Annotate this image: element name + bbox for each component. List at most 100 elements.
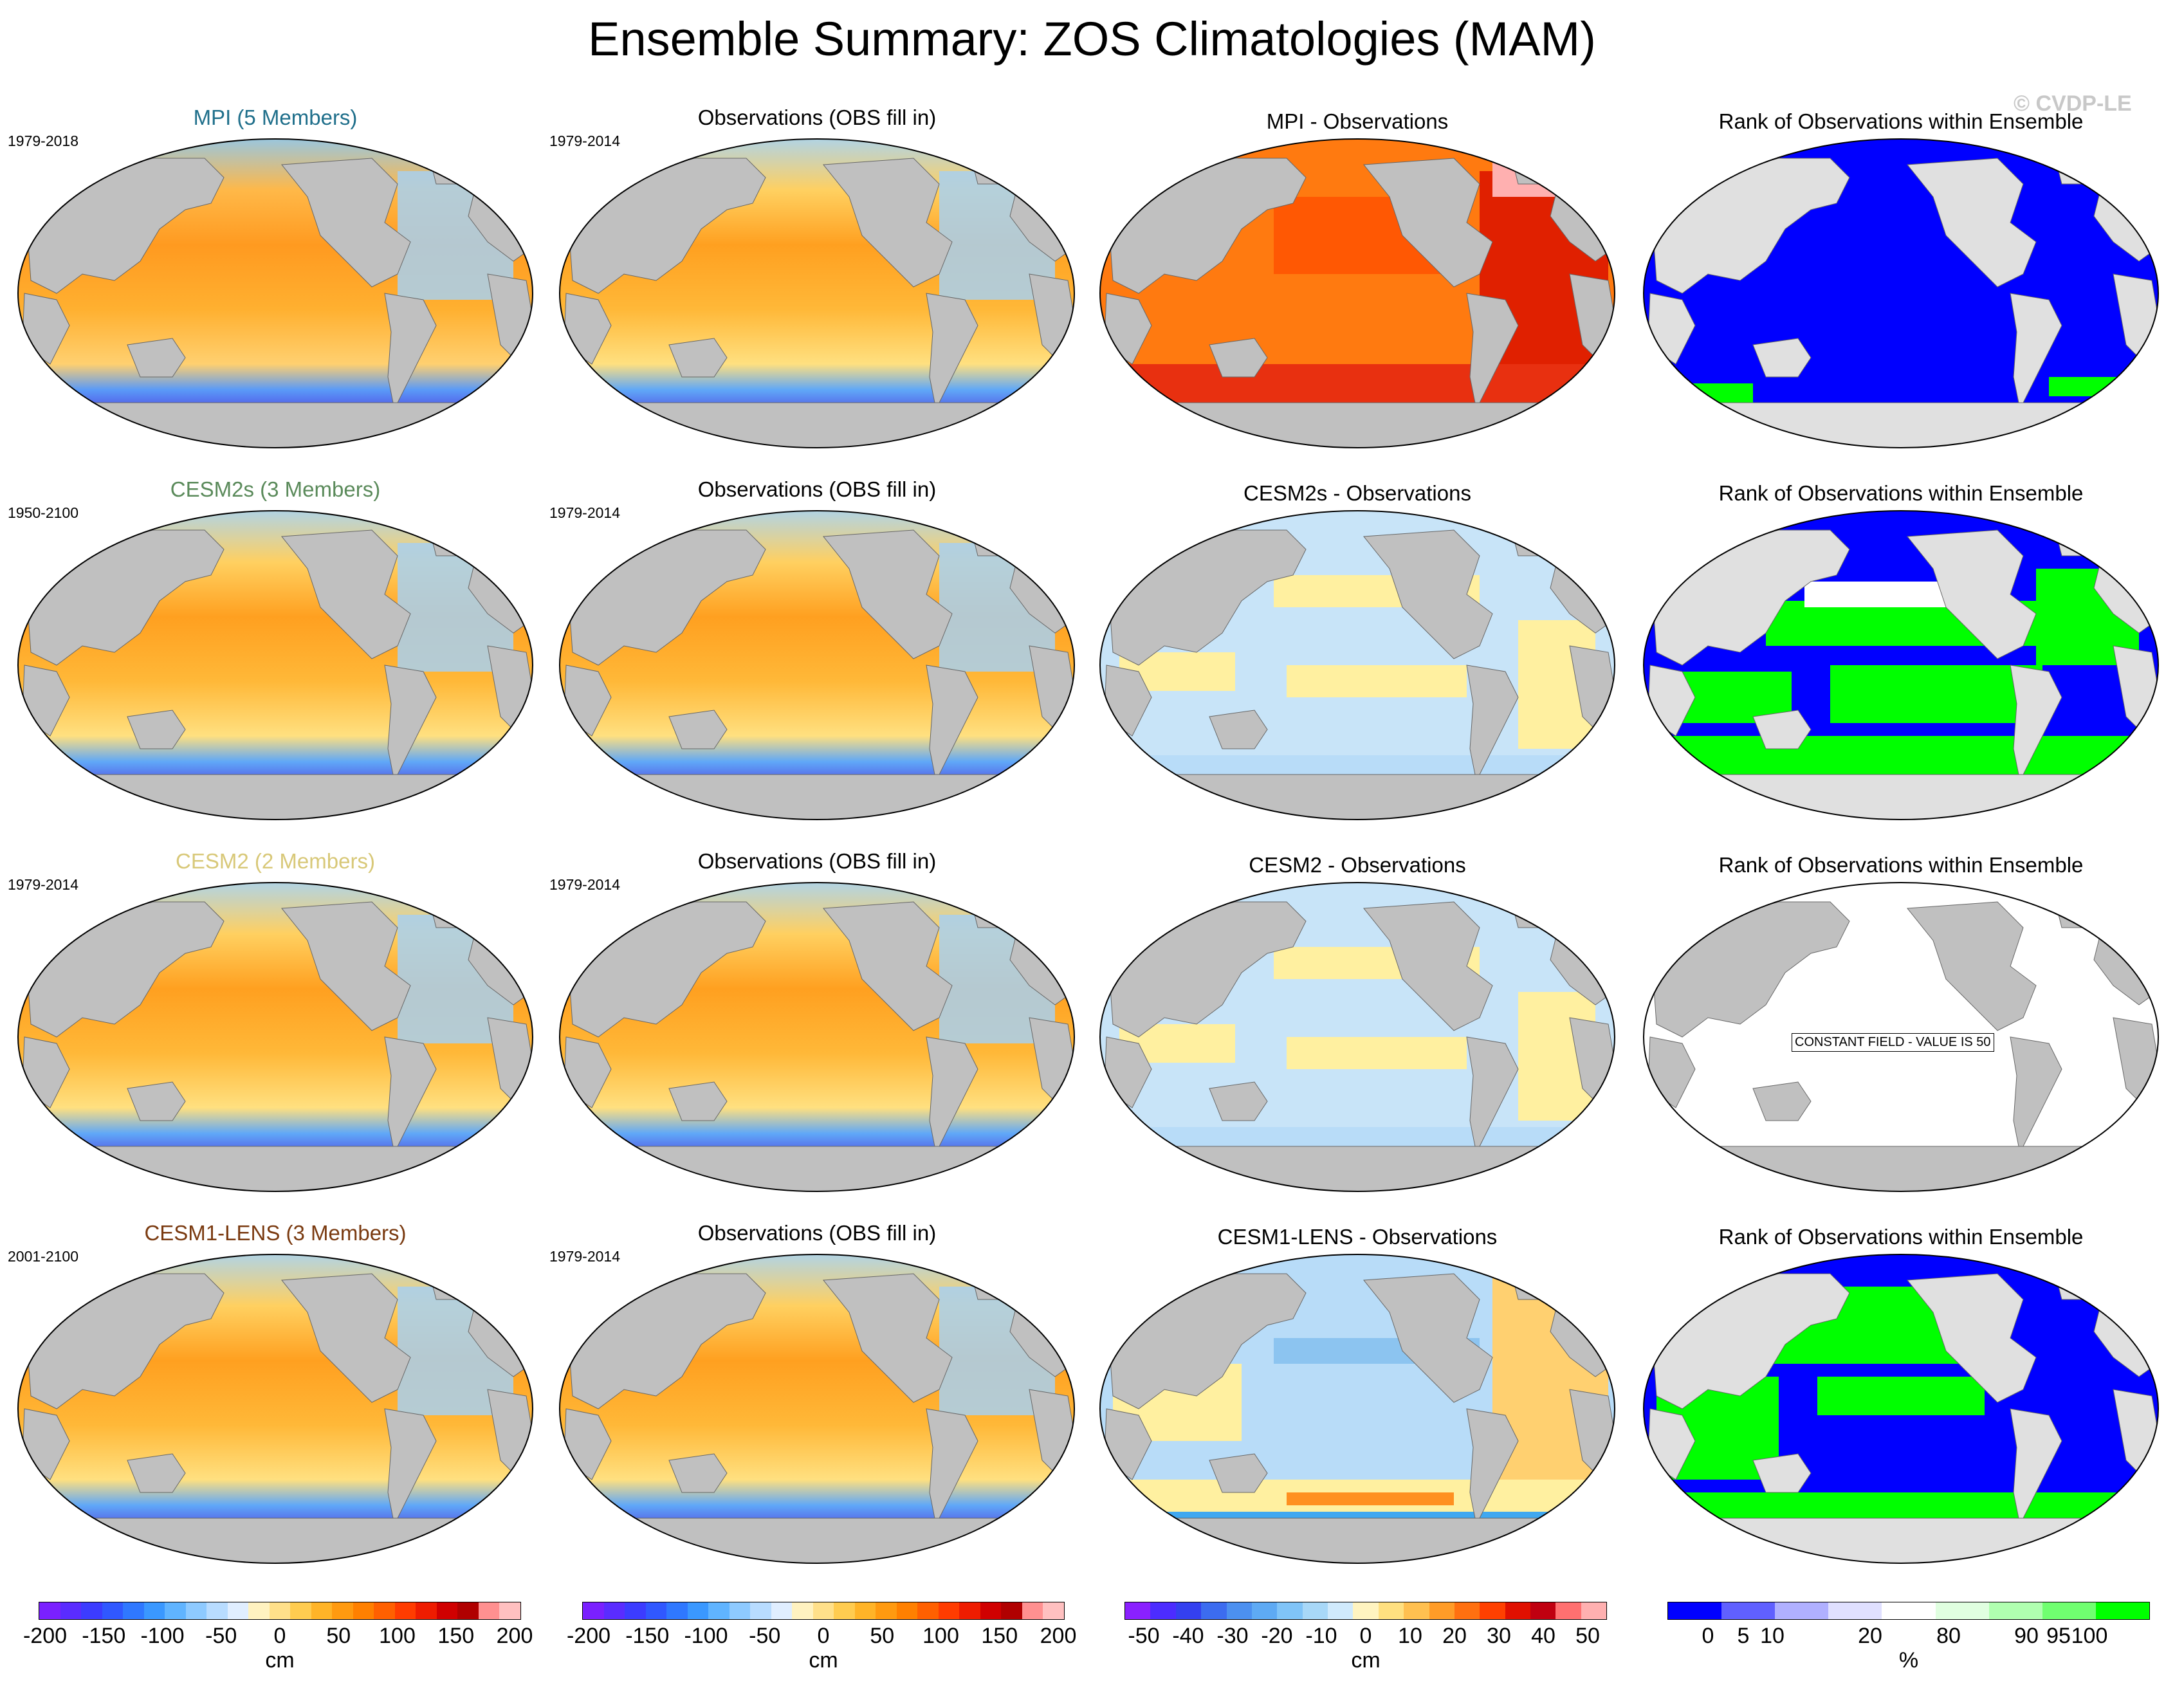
map-diff — [1099, 138, 1615, 448]
map-body — [560, 511, 1074, 820]
colorbar-swatch — [185, 1602, 207, 1619]
map-obs — [559, 1254, 1075, 1564]
land-greenland — [429, 158, 475, 185]
land-australia — [1752, 710, 1812, 749]
colorbar-tick-label: -50 — [205, 1624, 237, 1648]
land-namerica — [823, 1273, 953, 1403]
land-namerica — [281, 1273, 411, 1403]
map-outline — [17, 138, 533, 448]
colorbar-tick-label: 100 — [2071, 1624, 2108, 1648]
map-outline — [559, 138, 1075, 448]
colorbar-tick-label: -30 — [1216, 1624, 1249, 1648]
panel-title: Observations (OBS fill in) — [697, 477, 937, 501]
colorbar-swatch — [81, 1602, 102, 1619]
land-greenland — [1511, 158, 1557, 185]
panel-years: 1979-2014 — [8, 876, 78, 893]
land-namerica — [1363, 529, 1493, 659]
panel-years: 1979-2014 — [549, 1248, 620, 1265]
colorbar-swatch — [938, 1602, 960, 1619]
colorbar-swatch — [206, 1602, 228, 1619]
figure-title: Ensemble Summary: ZOS Climatologies (MAM… — [588, 12, 1596, 66]
map-outline — [1643, 882, 2159, 1192]
colorbar-swatch — [1721, 1602, 1776, 1619]
land-antarctica — [591, 1146, 1043, 1191]
colorbar-tick-label: -200 — [23, 1624, 68, 1648]
map-model — [17, 138, 533, 448]
colorbar-swatch — [729, 1602, 751, 1619]
colorbar-tick-label: -100 — [684, 1624, 728, 1648]
colorbar-swatch — [1251, 1602, 1278, 1619]
colorbar-tick-label: 0 — [273, 1624, 286, 1648]
colorbar-swatch — [1125, 1602, 1151, 1619]
land-antarctica — [1131, 402, 1584, 448]
colorbar-swatch — [687, 1602, 709, 1619]
land-namerica — [1363, 901, 1493, 1031]
colorbar-swatch — [708, 1602, 730, 1619]
colorbar-swatch — [143, 1602, 165, 1619]
land-australia — [668, 1453, 728, 1493]
land-greenland — [429, 1273, 475, 1300]
green-south — [1830, 665, 2042, 723]
colorbar-swatch — [1378, 1602, 1404, 1619]
map-body — [1100, 139, 1615, 448]
land-greenland — [2055, 901, 2101, 928]
colorbar-swatch — [394, 1602, 416, 1619]
land-samerica — [2010, 1036, 2062, 1154]
southpac-yellow — [1287, 1037, 1467, 1069]
land-antarctica — [591, 774, 1043, 820]
map-diff — [1099, 882, 1615, 1192]
colorbar-swatch — [248, 1602, 270, 1619]
colorbar-swatch — [290, 1602, 311, 1619]
panel-years: 1979-2018 — [8, 133, 78, 149]
land-samerica — [926, 1036, 978, 1154]
colorbar-tick-label: 200 — [1040, 1624, 1077, 1648]
colorbar-tick-label: 100 — [379, 1624, 416, 1648]
colorbar-swatch — [771, 1602, 793, 1619]
colorbar-strip — [1124, 1602, 1607, 1620]
land-namerica — [1907, 529, 2037, 659]
map-body — [1100, 511, 1615, 820]
panel-title: Observations (OBS fill in) — [697, 106, 937, 129]
land-australia — [668, 338, 728, 378]
colorbar-swatch — [750, 1602, 771, 1619]
land-antarctica — [49, 774, 502, 820]
land-greenland — [2055, 1273, 2101, 1300]
land-greenland — [429, 529, 475, 556]
land-australia — [668, 710, 728, 749]
colorbar-swatch — [1353, 1602, 1379, 1619]
map-rank — [1643, 510, 2159, 820]
land-samerica — [384, 293, 437, 410]
panel-years: 1979-2014 — [549, 504, 620, 521]
colorbar-swatch — [1022, 1602, 1043, 1619]
land-australia — [1752, 1081, 1812, 1121]
colorbar-swatch — [1581, 1602, 1607, 1619]
colorbar-swatch — [311, 1602, 333, 1619]
land-greenland — [1511, 529, 1557, 556]
land-samerica — [384, 1036, 437, 1154]
land-greenland — [971, 901, 1017, 928]
colorbar-swatch — [645, 1602, 667, 1619]
colorbar-tick-label: 150 — [981, 1624, 1018, 1648]
colorbar-unit: cm — [809, 1648, 838, 1673]
watermark: © CVDP-LE — [2014, 91, 2132, 116]
land-namerica — [281, 901, 411, 1031]
panel-title: CESM1-LENS - Observations — [1217, 1225, 1498, 1249]
colorbar-swatch — [1328, 1602, 1354, 1619]
map-outline — [1099, 1254, 1615, 1564]
panel-title: MPI (5 Members) — [193, 106, 358, 129]
colorbar-swatch — [1226, 1602, 1252, 1619]
colorbar-swatch — [39, 1602, 60, 1619]
colorbar-tick-label: 100 — [922, 1624, 959, 1648]
panel-years: 1979-2014 — [549, 876, 620, 893]
colorbar-tick-label: 50 — [1575, 1624, 1600, 1648]
colorbar-swatch — [1454, 1602, 1480, 1619]
green-southern — [1644, 736, 2158, 775]
map-body — [1644, 139, 2158, 448]
land-australia — [127, 1081, 186, 1121]
colorbar-swatch — [625, 1602, 646, 1619]
land-namerica — [823, 901, 953, 1031]
map-body — [18, 139, 533, 448]
map-body — [1100, 1254, 1615, 1563]
colorbar-swatch — [2095, 1602, 2149, 1619]
colorbar-swatch — [478, 1602, 500, 1619]
